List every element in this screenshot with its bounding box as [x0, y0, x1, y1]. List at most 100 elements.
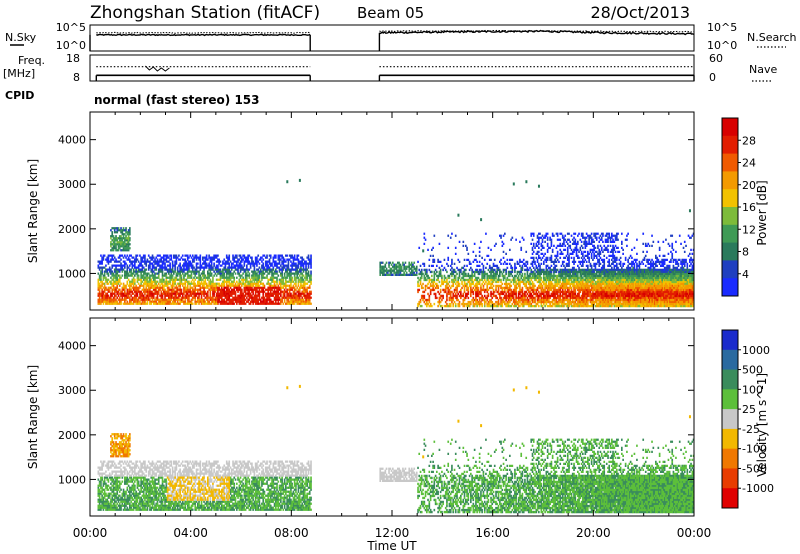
time-label-5: 20:00 [576, 526, 611, 540]
power-cells-region-3-4 [417, 288, 695, 302]
range-tick-label-3000: 3000 [58, 178, 86, 191]
freq-unit-label: [MHz] [3, 67, 35, 80]
velocity-colorbar-swatch-4 [722, 409, 738, 430]
power-cbar-label-8: 8 [742, 246, 749, 259]
range-tick-label-2000: 2000 [58, 223, 86, 236]
nsearch-trace-afternoon [379, 29, 695, 33]
nsky-trace-morning [96, 33, 311, 37]
power-cbar-label-12: 12 [742, 223, 756, 236]
freq-right-tick-bottom: 0 [709, 71, 716, 84]
velocity-colorbar-label: Velocity [m s^-1] [755, 373, 769, 477]
velocity-scatter-8 [422, 455, 425, 459]
power-cells-region-0-9 [97, 254, 312, 271]
time-label-6: 00:00 [677, 526, 712, 540]
power-cells-region-3-11 [434, 292, 694, 298]
power-cells-region-0-6 [97, 266, 310, 277]
date-label: 28/Oct/2013 [590, 3, 690, 22]
velocity-colorbar-swatch-8 [722, 488, 738, 509]
freq-traces [95, 65, 695, 81]
velocity-cbar-label-6: -500 [742, 462, 767, 475]
velocity-scatter-4 [537, 390, 540, 394]
power-x-ticks [89, 112, 695, 310]
range-tick-label-3000: 3000 [58, 384, 86, 397]
range-tick-label-1000: 1000 [58, 267, 86, 280]
beam-label: Beam 05 [357, 4, 424, 22]
freq-panel-frame [89, 54, 695, 82]
nsearch-label: N.Search [747, 31, 797, 44]
time-label-2: 08:00 [274, 526, 309, 540]
power-colorbar-swatch-5 [722, 207, 738, 226]
power-colorbar-swatch-8 [722, 260, 738, 279]
cpid-label: CPID [5, 89, 34, 102]
power-cells-region-0-4 [97, 286, 312, 305]
power-colorbar-swatch-0 [722, 118, 738, 137]
velocity-cells-region-0-3 [97, 476, 312, 511]
velocity-scatter-6 [480, 424, 483, 428]
velocity-cbar-label-4: -25 [742, 423, 760, 436]
noise-left-tick-top: 10^5 [56, 21, 86, 34]
power-scatter-1 [298, 178, 301, 182]
nave-label: Nave [749, 63, 777, 76]
power-cells-region-3-9 [418, 232, 695, 276]
velocity-cells-region-3-3 [417, 438, 695, 514]
velocity-colorbar-swatch-6 [722, 448, 738, 469]
power-scatter-3 [525, 180, 528, 184]
velocity-colorbar-swatch-0 [722, 330, 738, 351]
velocity-scatter-7 [688, 415, 691, 419]
velocity-cbar-label-2: 100 [742, 383, 763, 396]
velocity-scatter-2 [512, 388, 515, 392]
time-axis-labels: 00:00 04:00 08:00 12:00 16:00 20:00 00:00 [73, 526, 712, 540]
range-tick-label-4000: 4000 [58, 340, 86, 353]
power-colorbar-swatch-7 [722, 242, 738, 261]
velocity-cells-region-2-1 [379, 467, 418, 483]
range-tick-label-1000: 1000 [58, 473, 86, 486]
power-cbar-label-20: 20 [742, 179, 756, 192]
time-label-4: 16:00 [475, 526, 510, 540]
power-scatter-4 [537, 184, 540, 188]
velocity-cbar-label-5: -100 [742, 443, 767, 456]
power-colorbar-swatch-1 [722, 135, 738, 155]
velocity-cbar-label-0: 1000 [742, 344, 770, 357]
power-y-axis-label: Slant Range [km] [26, 159, 40, 263]
power-scatter-7 [688, 209, 691, 213]
power-cbar-label-16: 16 [742, 201, 756, 214]
power-colorbar-label: Power [dB] [755, 180, 769, 245]
noise-traces [89, 29, 695, 51]
velocity-colorbar-swatch-3 [722, 389, 738, 410]
time-label-0: 00:00 [73, 526, 108, 540]
velocity-scatter-5 [457, 419, 460, 423]
power-colorbar-swatch-3 [722, 171, 738, 190]
velocity-y-axis-label: Slant Range [km] [26, 365, 40, 469]
range-tick-label-2000: 2000 [58, 429, 86, 442]
power-scatter-0 [286, 180, 289, 184]
power-cbar-label-28: 28 [742, 134, 756, 147]
power-y-axis: 1000 2000 3000 4000 [58, 134, 694, 280]
velocity-colorbar-swatch-2 [722, 369, 738, 390]
power-colorbar-swatch-6 [722, 224, 738, 244]
velocity-cbar-label-7: -1000 [742, 482, 774, 495]
time-label-3: 12:00 [375, 526, 410, 540]
velocity-colorbar-swatch-7 [722, 468, 738, 489]
range-tick-label-4000: 4000 [58, 134, 86, 147]
velocity-heatmap [97, 384, 695, 514]
power-cells-region-3-10 [419, 266, 695, 278]
velocity-cbar-label-3: 25 [742, 403, 756, 416]
freq-label: Freq. [18, 54, 45, 67]
power-cells-region-3-8 [418, 280, 695, 308]
nave-wiggle [145, 65, 170, 72]
power-colorbar-swatch-2 [722, 153, 738, 172]
power-colorbar-swatch-9 [722, 278, 738, 297]
power-scatter-6 [480, 218, 483, 222]
power-cells-region-3-5 [417, 274, 695, 308]
velocity-cells-region-0-1 [97, 476, 312, 511]
power-cells-region-2-0 [379, 261, 418, 277]
velocity-y-axis: 1000 2000 3000 4000 [58, 340, 694, 486]
velocity-cells-region-0-13 [166, 476, 231, 501]
power-scatter-2 [512, 182, 515, 186]
noise-panel-frame [89, 24, 695, 52]
freq-right-tick-top: 60 [709, 52, 723, 65]
power-cells-region-0-11 [98, 270, 312, 281]
velocity-cells-region-1-3 [110, 433, 131, 458]
power-cells-region-2-2 [379, 261, 418, 277]
